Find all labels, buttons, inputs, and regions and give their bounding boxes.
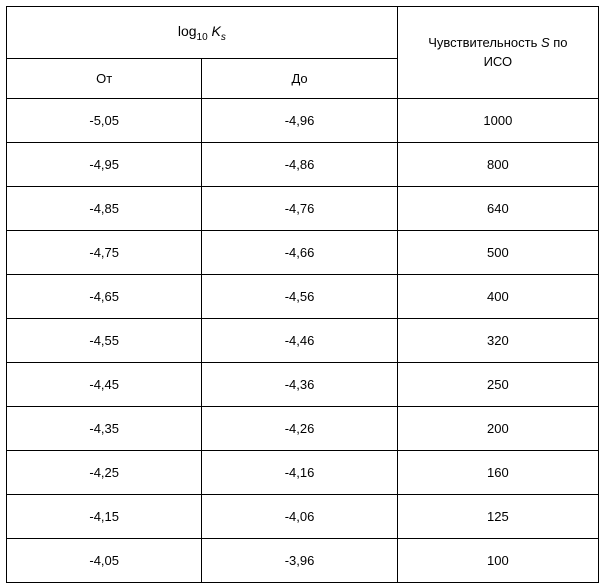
cell-from: -4,15	[7, 495, 202, 539]
sensitivity-table: log10 Ks Чувствительность S по ИСО От До…	[6, 6, 599, 583]
cell-from: -5,05	[7, 99, 202, 143]
cell-to: -4,16	[202, 451, 397, 495]
cell-from: -4,95	[7, 143, 202, 187]
sensitivity-suffix: по	[550, 35, 568, 50]
log-prefix: log	[178, 23, 197, 39]
cell-iso: 800	[397, 143, 598, 187]
cell-iso: 250	[397, 363, 598, 407]
cell-to: -4,36	[202, 363, 397, 407]
sensitivity-header-cell: Чувствительность S по ИСО	[397, 7, 598, 99]
cell-from: -4,75	[7, 231, 202, 275]
sensitivity-var: S	[541, 35, 550, 50]
cell-to: -4,56	[202, 275, 397, 319]
table-row: -4,55 -4,46 320	[7, 319, 599, 363]
cell-to: -3,96	[202, 539, 397, 583]
cell-iso: 320	[397, 319, 598, 363]
cell-from: -4,05	[7, 539, 202, 583]
cell-to: -4,66	[202, 231, 397, 275]
table-row: -4,35 -4,26 200	[7, 407, 599, 451]
log-base: 10	[197, 31, 208, 42]
table-row: -4,15 -4,06 125	[7, 495, 599, 539]
from-header: От	[7, 59, 202, 99]
cell-to: -4,86	[202, 143, 397, 187]
log-var: K	[212, 23, 221, 39]
cell-iso: 400	[397, 275, 598, 319]
table-row: -4,45 -4,36 250	[7, 363, 599, 407]
cell-from: -4,55	[7, 319, 202, 363]
to-header: До	[202, 59, 397, 99]
table-row: -5,05 -4,96 1000	[7, 99, 599, 143]
table-row: -4,25 -4,16 160	[7, 451, 599, 495]
cell-from: -4,85	[7, 187, 202, 231]
cell-from: -4,45	[7, 363, 202, 407]
table-row: -4,75 -4,66 500	[7, 231, 599, 275]
cell-from: -4,25	[7, 451, 202, 495]
log-sub: s	[221, 31, 226, 42]
cell-to: -4,26	[202, 407, 397, 451]
cell-iso: 100	[397, 539, 598, 583]
log-header-cell: log10 Ks	[7, 7, 398, 59]
table-row: -4,65 -4,56 400	[7, 275, 599, 319]
cell-iso: 160	[397, 451, 598, 495]
table-row: -4,85 -4,76 640	[7, 187, 599, 231]
cell-iso: 500	[397, 231, 598, 275]
cell-from: -4,35	[7, 407, 202, 451]
cell-from: -4,65	[7, 275, 202, 319]
table-row: -4,05 -3,96 100	[7, 539, 599, 583]
cell-to: -4,76	[202, 187, 397, 231]
sensitivity-text1: Чувствительность	[428, 35, 541, 50]
table-row: -4,95 -4,86 800	[7, 143, 599, 187]
cell-to: -4,06	[202, 495, 397, 539]
cell-iso: 640	[397, 187, 598, 231]
cell-to: -4,46	[202, 319, 397, 363]
cell-iso: 200	[397, 407, 598, 451]
cell-iso: 125	[397, 495, 598, 539]
cell-iso: 1000	[397, 99, 598, 143]
cell-to: -4,96	[202, 99, 397, 143]
sensitivity-text2: ИСО	[484, 54, 513, 69]
